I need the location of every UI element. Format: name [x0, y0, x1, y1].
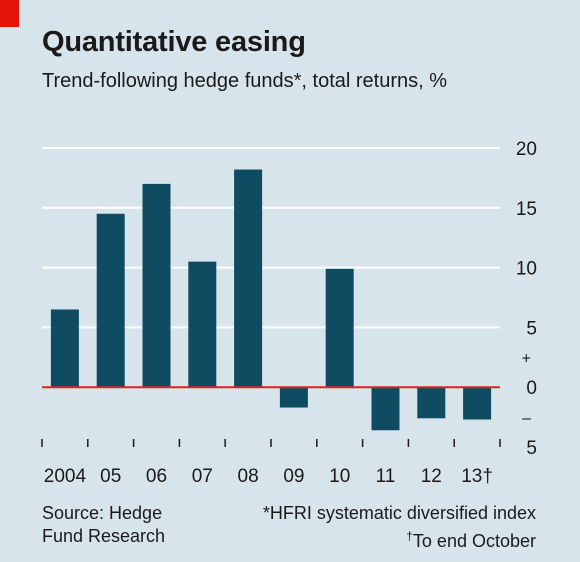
x-tick-label: 2004	[44, 466, 87, 487]
bar-07	[188, 261, 217, 388]
source-line-1: Source: Hedge	[42, 503, 163, 523]
bar-05	[96, 213, 125, 388]
source-note: Source: Hedge Fund Research	[42, 502, 165, 548]
bar-08	[234, 169, 263, 388]
x-tick-label: 10	[329, 466, 350, 487]
footnote-dagger: †To end October	[263, 525, 536, 553]
chart-title: Quantitative easing	[42, 26, 306, 58]
x-tick-label: 12	[421, 466, 442, 487]
y-tick-label: 5	[526, 438, 537, 459]
y-sign-minus: –	[522, 410, 531, 427]
x-tick-label: 13†	[461, 466, 493, 487]
brand-accent-tab	[0, 0, 19, 27]
dagger-note: To end October	[412, 531, 536, 551]
chart-subtitle: Trend-following hedge funds*, total retu…	[42, 70, 448, 92]
footnote-index: *HFRI systematic diversified index	[262, 503, 536, 523]
x-tick-label: 08	[238, 466, 259, 487]
bar-06	[142, 183, 171, 388]
y-tick-label: 15	[516, 199, 537, 220]
source-line-2: Fund Research	[42, 526, 166, 546]
y-tick-label: 0	[526, 378, 537, 399]
bar-12	[417, 387, 446, 419]
x-tick-label: 06	[146, 466, 167, 487]
y-tick-label: 20	[516, 139, 537, 160]
y-tick-label: 10	[516, 259, 537, 280]
x-tick-label: 11	[376, 466, 396, 487]
bar-11	[371, 387, 400, 431]
x-tick-label: 07	[192, 466, 213, 487]
x-tick-label: 09	[283, 466, 304, 487]
dagger-mark: †	[406, 529, 413, 543]
y-tick-label: 5	[526, 318, 537, 339]
footnotes: *HFRI systematic diversified index †To e…	[263, 502, 536, 553]
bar-2004	[50, 309, 79, 388]
bar-13	[463, 387, 492, 420]
y-sign-plus: +	[522, 350, 531, 367]
bar-09	[279, 387, 308, 408]
x-tick-label: 05	[100, 466, 121, 487]
bar-10	[325, 268, 354, 388]
